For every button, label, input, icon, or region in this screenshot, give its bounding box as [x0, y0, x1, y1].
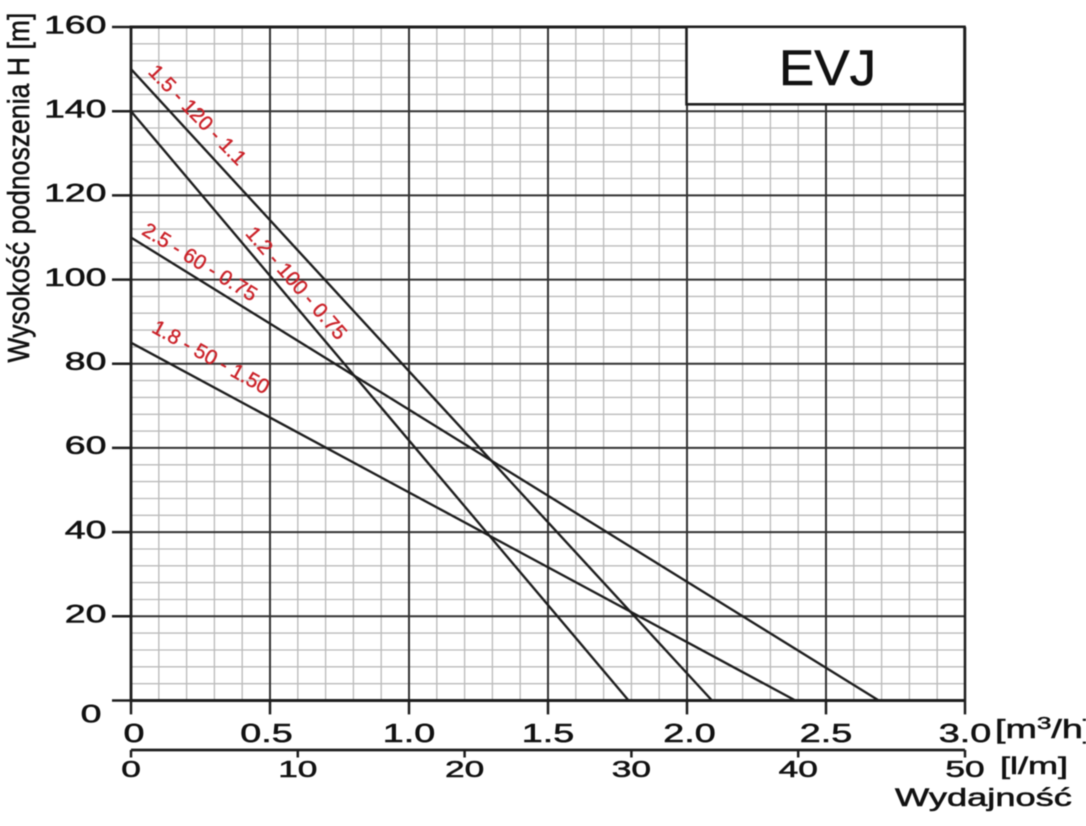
svg-text:120: 120 [44, 179, 107, 207]
svg-text:50: 50 [945, 757, 984, 783]
svg-text:10: 10 [278, 757, 317, 783]
svg-text:30: 30 [612, 757, 651, 783]
svg-text:40: 40 [779, 757, 818, 783]
svg-text:100: 100 [44, 263, 107, 291]
svg-text:0: 0 [81, 700, 102, 728]
svg-text:EVJ: EVJ [779, 39, 876, 95]
svg-text:20: 20 [445, 757, 484, 783]
svg-text:40: 40 [65, 516, 107, 544]
svg-text:0: 0 [124, 719, 145, 748]
svg-text:[l/m]: [l/m] [1000, 753, 1068, 780]
svg-text:[m3/h]: [m3/h] [995, 713, 1086, 744]
svg-text:140: 140 [44, 95, 107, 123]
svg-text:0.5: 0.5 [240, 719, 292, 748]
svg-text:1.0: 1.0 [383, 719, 435, 748]
svg-text:Wysokość podnoszenia H [m]: Wysokość podnoszenia H [m] [2, 13, 36, 363]
svg-text:0: 0 [121, 757, 141, 783]
svg-text:160: 160 [44, 11, 107, 39]
svg-text:20: 20 [65, 600, 107, 628]
svg-text:2.0: 2.0 [663, 719, 715, 748]
svg-text:Wydajność: Wydajność [895, 784, 1072, 812]
svg-text:2.5: 2.5 [800, 719, 852, 748]
svg-text:60: 60 [65, 431, 107, 459]
svg-text:3.0: 3.0 [939, 719, 991, 748]
svg-text:1.5: 1.5 [522, 719, 574, 748]
svg-text:80: 80 [65, 347, 107, 375]
